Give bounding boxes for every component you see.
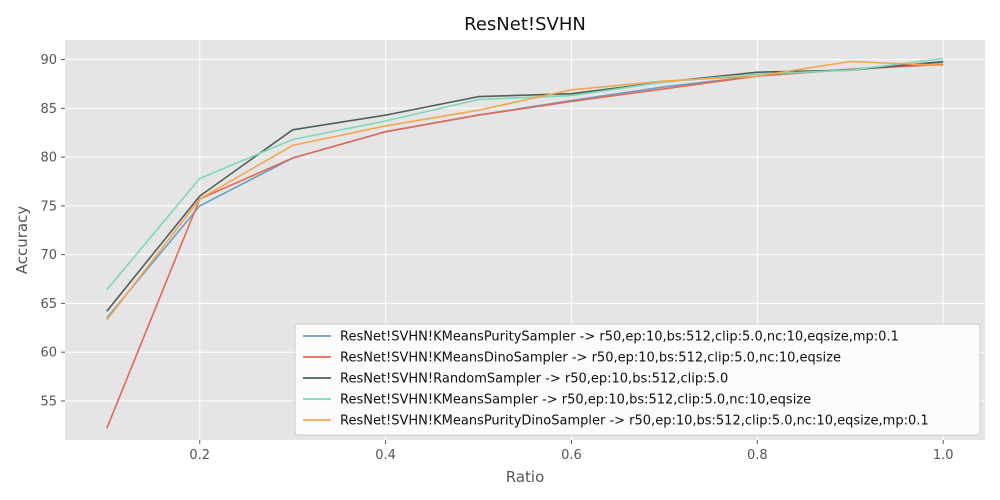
y-tick-label: 70 [40, 248, 57, 263]
y-axis-label: Accuracy [13, 206, 31, 275]
x-tick-label: 0.4 [375, 448, 396, 463]
chart-title: ResNet!SVHN [464, 14, 586, 35]
y-tick-label: 90 [40, 53, 57, 68]
y-tick-label: 65 [40, 297, 57, 312]
legend-box [294, 323, 981, 436]
y-tick-label: 80 [40, 151, 57, 166]
y-tick-label: 60 [40, 346, 57, 361]
series-line-5 [106, 60, 944, 321]
series-line-3 [106, 60, 944, 312]
x-tick-label: 0.2 [189, 448, 210, 463]
y-tick-label: 75 [40, 199, 57, 214]
y-tick-label: 85 [40, 102, 57, 117]
y-tick-label: 55 [40, 394, 57, 409]
series-lines [106, 57, 944, 429]
x-tick-label: 0.6 [561, 448, 582, 463]
legend-entry: ResNet!SVHN!KMeansDinoSampler -> r50,ep:… [340, 351, 841, 366]
legend-entry: ResNet!SVHN!KMeansPuritySampler -> r50,e… [340, 330, 899, 345]
series-line-4 [106, 57, 944, 291]
legend-entry: ResNet!SVHN!KMeansPurityDinoSampler -> r… [340, 414, 929, 429]
x-tick-label: 0.8 [747, 448, 768, 463]
x-tick-label: 1.0 [933, 448, 954, 463]
y-axis-ticks: 55 60 65 70 75 80 85 90 [40, 53, 65, 409]
legend-entry: ResNet!SVHN!KMeansSampler -> r50,ep:10,b… [340, 393, 811, 408]
x-axis-ticks: 0.2 0.4 0.6 0.8 1.0 [189, 440, 954, 463]
legend-entry: ResNet!SVHN!RandomSampler -> r50,ep:10,b… [340, 372, 728, 387]
x-axis-label: Ratio [506, 468, 545, 486]
legend: ResNet!SVHN!KMeansPuritySampler -> r50,e… [294, 323, 981, 436]
